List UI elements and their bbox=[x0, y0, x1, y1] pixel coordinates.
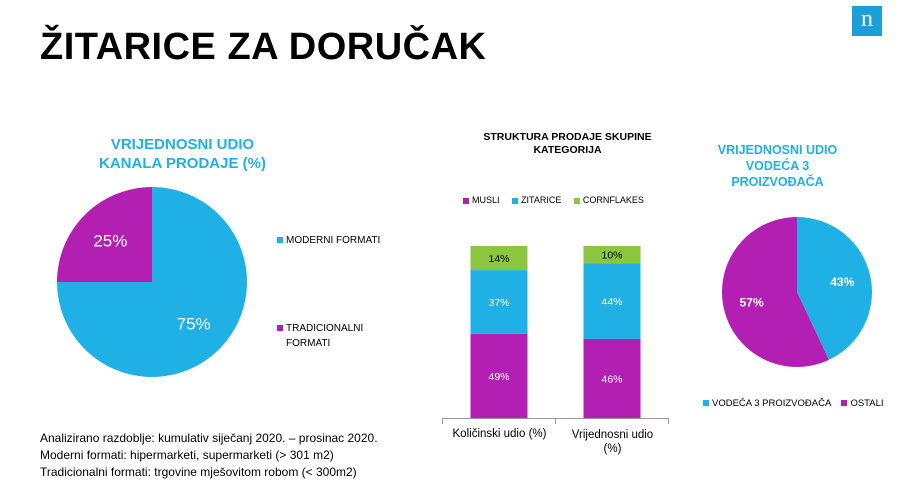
bar-value-label: 10% bbox=[601, 250, 622, 262]
bar-segment bbox=[470, 270, 528, 334]
legend-swatch bbox=[277, 237, 283, 244]
chart2-xlabel-2: Vrijednosni udio (%) bbox=[556, 428, 669, 456]
chart2-title-line2: KATEGORIJA bbox=[533, 144, 602, 156]
pie-value-label: 43% bbox=[830, 275, 854, 289]
legend-label: MODERNI FORMATI bbox=[286, 235, 381, 246]
chart3-legend: VODEĆA 3 PROIZVOĐAČA OSTALI bbox=[703, 398, 884, 409]
chart3-title-line3: PROIZVOĐAČA bbox=[731, 175, 824, 189]
bar-segment bbox=[583, 246, 641, 264]
chart2-legend: MUSLI ZITARICE CORNFLAKES bbox=[463, 195, 644, 205]
legend-label-cornflakes: CORNFLAKES bbox=[582, 195, 644, 205]
xlabel-line1: Vrijednosni udio bbox=[571, 429, 654, 441]
legend-label-musli: MUSLI bbox=[472, 195, 500, 205]
chart1-legend-item-traditional: TRADICIONALNI FORMATI bbox=[277, 321, 363, 351]
legend-swatch bbox=[277, 325, 283, 332]
legend-label-zitarice: ZITARICE bbox=[521, 195, 562, 205]
bar-segment bbox=[470, 333, 528, 418]
chart3-pie: 43% 57% bbox=[722, 217, 872, 367]
xlabel-line2: (%) bbox=[603, 443, 622, 455]
pie-value-label: 57% bbox=[740, 295, 764, 309]
chart1-title-line1: VRIJEDNOSNI UDIO bbox=[110, 136, 255, 153]
bar-value-label: 49% bbox=[488, 371, 509, 383]
pie-value-label: 75% bbox=[177, 315, 211, 334]
legend-label: TRADICIONALNI bbox=[286, 323, 364, 334]
legend-swatch bbox=[573, 197, 580, 204]
pie-value-label: 25% bbox=[93, 231, 127, 250]
chart2-xlabel-1: Količinski udio (%) bbox=[452, 428, 547, 440]
legend-label-ostali: OSTALI bbox=[850, 398, 884, 409]
legend-swatch bbox=[512, 197, 519, 204]
legend-swatch bbox=[463, 197, 469, 204]
bar-segment bbox=[583, 338, 641, 418]
chart2-title: STRUKTURA PRODAJE SKUPINE KATEGORIJA bbox=[455, 131, 680, 157]
pie-slice bbox=[797, 217, 872, 360]
chart1-pie: 75% 25% bbox=[57, 187, 247, 377]
bar-value-label: 37% bbox=[488, 297, 509, 309]
bar-segment bbox=[583, 263, 641, 339]
footnotes: Analizirano razdoblje: kumulativ siječan… bbox=[40, 430, 378, 481]
chart2-bars: 49% 37% 14% 46% 44% 10% bbox=[442, 246, 669, 424]
chart1-title: VRIJEDNOSNI UDIO KANALA PRODAJE (%) bbox=[60, 135, 305, 173]
page-title: ŽITARICE ZA DORUČAK bbox=[40, 26, 487, 68]
pie-slice bbox=[57, 187, 152, 282]
chart2-title-line1: STRUKTURA PRODAJE SKUPINE bbox=[483, 131, 652, 143]
bar-value-label: 14% bbox=[488, 253, 509, 265]
bar-value-label: 46% bbox=[601, 373, 622, 385]
chart1-legend-item-modern: MODERNI FORMATI bbox=[277, 235, 380, 246]
chart3-title-line2: VODEĆA 3 bbox=[745, 159, 810, 173]
footnote-modern: Moderni formati: hipermarketi, supermark… bbox=[40, 448, 334, 462]
chart3-title: VRIJEDNOSNI UDIO VODEĆA 3 PROIZVOĐAČA bbox=[695, 142, 860, 190]
footnote-traditional: Tradicionalni formati: trgovine mješovit… bbox=[40, 465, 357, 479]
legend-swatch bbox=[841, 400, 848, 407]
bar-segment bbox=[470, 246, 528, 271]
footnote-period: Analizirano razdoblje: kumulativ siječan… bbox=[40, 431, 378, 445]
chart1-title-line2: KANALA PRODAJE (%) bbox=[99, 155, 266, 172]
legend-label-top3: VODEĆA 3 PROIZVOĐAČA bbox=[712, 398, 831, 409]
bar-value-label: 44% bbox=[601, 296, 622, 308]
legend-swatch bbox=[703, 400, 709, 407]
pie-slice bbox=[722, 217, 829, 367]
legend-label-cont: FORMATI bbox=[286, 338, 331, 349]
chart3-title-line1: VRIJEDNOSNI UDIO bbox=[717, 143, 838, 157]
nielsen-logo: n bbox=[852, 6, 882, 36]
